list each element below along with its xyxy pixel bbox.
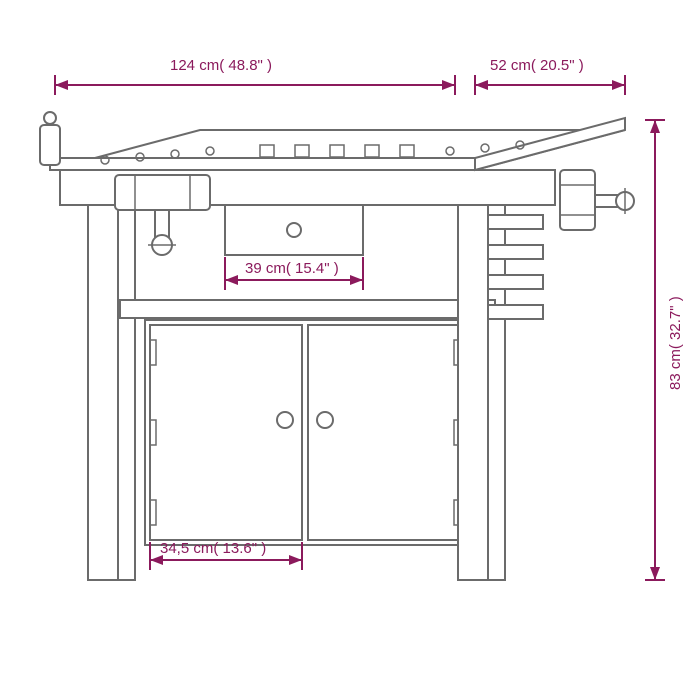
cabinet-door-left [150, 325, 302, 540]
dim-drawer: 39 cm( 15.4" ) [225, 257, 363, 290]
cabinet-door-right [308, 325, 460, 540]
dim-drawer-label: 39 cm( 15.4" ) [245, 260, 339, 277]
leg-front-right [458, 205, 488, 580]
door-knob-left [277, 412, 293, 428]
worktop [50, 118, 625, 170]
dim-height: 83 cm( 32.7" ) [645, 120, 684, 580]
dim-depth-label: 52 cm( 20.5" ) [490, 57, 584, 74]
vise-top-handle [40, 112, 60, 165]
leg-front-left [88, 205, 118, 580]
dim-width-label: 124 cm( 48.8" ) [170, 57, 272, 74]
dim-height-label: 83 cm( 32.7" ) [667, 296, 684, 390]
dim-width: 124 cm( 48.8" ) [55, 57, 455, 95]
workbench-diagram: 124 cm( 48.8" ) 52 cm( 20.5" ) 83 cm( 32… [0, 0, 700, 700]
dim-door-label: 34,5 cm( 13.6" ) [160, 540, 266, 557]
dim-depth: 52 cm( 20.5" ) [475, 57, 625, 95]
drawer-knob [287, 223, 301, 237]
door-knob-right [317, 412, 333, 428]
vise-side [560, 170, 634, 230]
shelf [120, 300, 495, 318]
drawer [225, 205, 363, 255]
